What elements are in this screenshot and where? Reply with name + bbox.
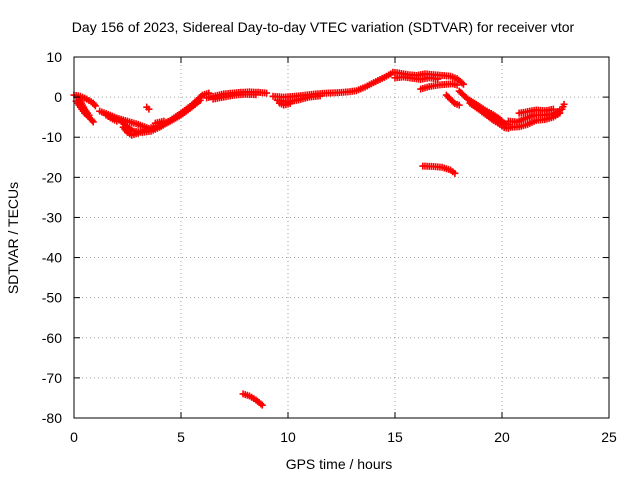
data-point: [160, 117, 168, 125]
y-tick-label: -30: [42, 209, 62, 225]
y-tick-label: -10: [42, 129, 62, 145]
data-point: [258, 401, 266, 409]
data-point: [556, 109, 564, 117]
data-points: [70, 68, 568, 409]
chart-title: Day 156 of 2023, Sidereal Day-to-day VTE…: [72, 19, 575, 35]
data-point: [560, 100, 568, 108]
data-point: [434, 75, 442, 83]
y-tick-label: -80: [42, 410, 62, 426]
x-tick-label: 25: [601, 429, 617, 445]
data-point: [549, 105, 557, 113]
x-tick-label: 20: [494, 429, 510, 445]
y-axis-label: SDTVAR / TECUs: [5, 182, 21, 294]
data-point: [89, 118, 97, 126]
y-tick-label: -20: [42, 169, 62, 185]
tick-labels: 0 5 10 15 20 25 10 0 -10 -20 -30 -40 -50 -60 -70 -80: [42, 49, 617, 445]
y-tick-label: 0: [54, 89, 62, 105]
data-point: [453, 81, 461, 89]
data-point: [459, 80, 467, 88]
y-tick-label: -50: [42, 290, 62, 306]
data-point: [113, 117, 121, 125]
data-point: [316, 92, 324, 100]
x-tick-label: 0: [70, 429, 78, 445]
x-tick-label: 15: [387, 429, 403, 445]
x-axis-label: GPS time / hours: [286, 456, 393, 472]
y-tick-label: -70: [42, 370, 62, 386]
x-tick-label: 5: [177, 429, 185, 445]
data-point: [451, 169, 459, 177]
data-point: [252, 91, 260, 99]
axis-ticks: [73, 56, 610, 419]
plot-frame: [73, 56, 610, 419]
y-tick-label: -40: [42, 250, 62, 266]
y-tick-label: 10: [46, 49, 62, 65]
data-point: [286, 100, 294, 108]
data-point: [263, 89, 271, 97]
data-point: [141, 126, 149, 134]
data-point: [145, 105, 153, 113]
data-point: [85, 111, 93, 119]
y-tick-label: -60: [42, 330, 62, 346]
data-point: [90, 101, 98, 109]
data-point: [196, 96, 204, 104]
data-point: [494, 115, 502, 123]
data-point: [91, 102, 99, 110]
x-tick-label: 10: [280, 429, 296, 445]
data-point: [449, 98, 457, 106]
data-point: [455, 101, 463, 109]
data-point: [88, 117, 96, 125]
